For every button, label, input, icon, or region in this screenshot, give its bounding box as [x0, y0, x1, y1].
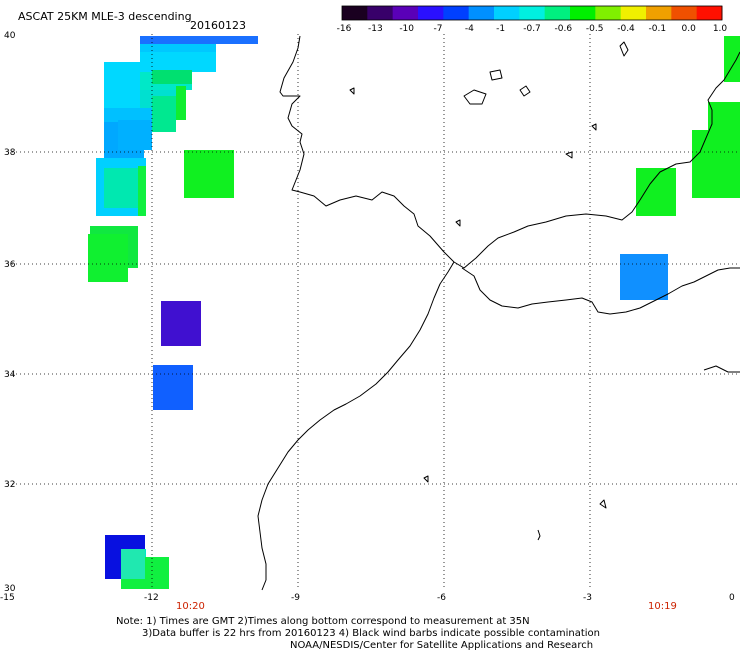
lat-tick-label: 36 — [4, 260, 16, 270]
colorbar: -16 -13 -10 -7 -4 -1 -0.7 -0.6 -0.5 -0.4 -0.1 0.0 1.… — [337, 5, 728, 34]
colorbar-label: -13 — [368, 24, 383, 34]
colorbar-label: -4 — [465, 24, 474, 34]
colorbar-label: -0.4 — [617, 24, 635, 34]
colorbar-swatch — [519, 6, 546, 20]
colorbar-swatch — [646, 6, 672, 20]
colorbar-label: -0.1 — [649, 24, 667, 34]
lon-tick-label: -9 — [291, 593, 300, 603]
lat-tick-label: 30 — [4, 584, 16, 594]
lat-ticks: 40 38 36 34 32 30 — [4, 31, 16, 594]
colorbar-swatch — [418, 6, 444, 20]
colorbar-label: -10 — [399, 24, 414, 34]
colorbar-label: -7 — [434, 24, 443, 34]
lat-tick-label: 40 — [4, 31, 16, 41]
lon-tick-label: -6 — [437, 593, 446, 603]
lon-tick-label: -12 — [144, 593, 159, 603]
colorbar-swatch — [696, 6, 723, 20]
colorbar-swatch — [544, 6, 571, 20]
lat-tick-label: 38 — [4, 148, 16, 158]
colorbar-swatch — [342, 6, 368, 20]
colorbar-label: -16 — [337, 24, 352, 34]
colorbar-swatch — [392, 6, 419, 20]
colorbar-frame — [341, 5, 723, 21]
mle-data-cells — [88, 36, 740, 589]
coastlines — [257, 35, 740, 591]
pass-time-east: 10:19 — [648, 601, 677, 612]
graticule — [8, 34, 740, 590]
colorbar-label: -1 — [496, 24, 505, 34]
note-line-3: NOAA/NESDIS/Center for Satellite Applica… — [290, 640, 593, 650]
lon-ticks: -15 -12 -9 -6 -3 0 — [0, 593, 735, 603]
colorbar-swatch — [595, 6, 622, 20]
lat-tick-label: 34 — [4, 370, 16, 380]
note-line-1: Note: 1) Times are GMT 2)Times along bot… — [116, 616, 530, 627]
lon-tick-label: -3 — [583, 593, 592, 603]
colorbar-swatch — [494, 6, 520, 20]
colorbar-label: -0.7 — [523, 24, 541, 34]
colorbar-swatch — [620, 6, 647, 20]
colorbar-label: -0.5 — [586, 24, 604, 34]
colorbar-swatch — [367, 6, 394, 20]
colorbar-swatch — [468, 6, 495, 20]
colorbar-swatch — [443, 6, 470, 20]
note-line-2: 3)Data buffer is 22 hrs from 20160123 4)… — [142, 628, 600, 639]
lon-tick-label: 0 — [729, 593, 735, 603]
map-date: 20160123 — [190, 19, 246, 32]
colorbar-label: -0.6 — [555, 24, 573, 34]
lon-tick-label: -15 — [0, 593, 15, 603]
lat-tick-label: 32 — [4, 480, 15, 490]
colorbar-swatch — [671, 6, 698, 20]
colorbar-label: 1.0 — [713, 24, 728, 34]
colorbar-label: 0.0 — [682, 24, 697, 34]
colorbar-swatch — [570, 6, 596, 20]
map-title: ASCAT 25KM MLE-3 descending — [18, 10, 192, 23]
pass-time-west: 10:20 — [176, 601, 205, 612]
